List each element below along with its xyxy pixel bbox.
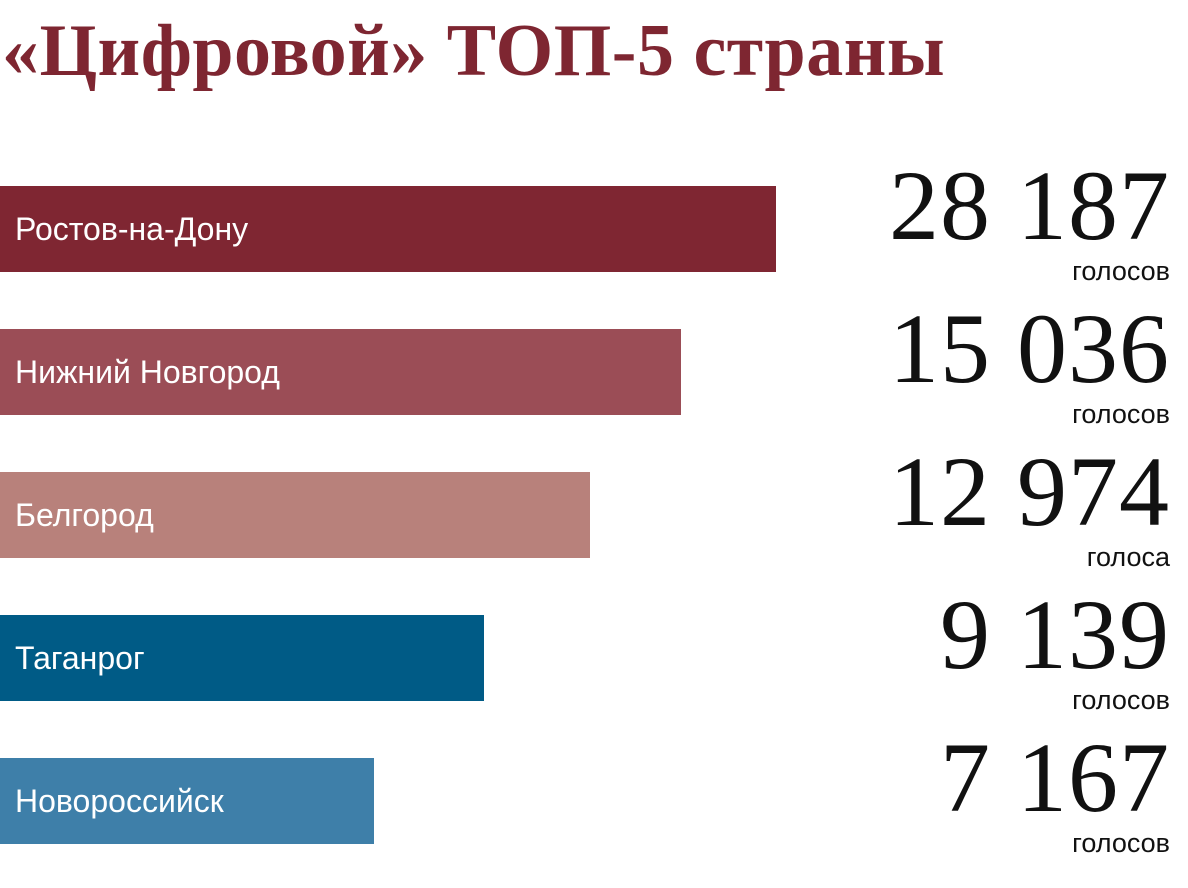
unit-label-belgorod: голоса (1086, 542, 1170, 572)
value-label-novorossiysk: 7 167 (940, 722, 1170, 833)
bar-row-rostov-na-donu: Ростов-на-Дону 28 187 голосов (0, 156, 1188, 316)
unit-label-rostov-na-donu: голосов (1072, 256, 1170, 286)
bar-row-taganrog: Таганрог 9 139 голосов (0, 585, 1188, 745)
bar-label-novorossiysk: Новороссийск (15, 783, 224, 819)
bar-nizhny-novgorod: Нижний Новгород (0, 329, 681, 415)
bar-row-belgorod: Белгород 12 974 голоса (0, 442, 1188, 602)
bar-novorossiysk: Новороссийск (0, 758, 374, 844)
chart-title: «Цифровой» ТОП-5 страны (2, 10, 946, 92)
value-label-nizhny-novgorod: 15 036 (889, 293, 1170, 404)
bar-label-taganrog: Таганрог (15, 640, 145, 676)
bar-label-belgorod: Белгород (15, 497, 154, 533)
value-label-belgorod: 12 974 (889, 436, 1170, 547)
unit-label-nizhny-novgorod: голосов (1072, 399, 1170, 429)
unit-label-novorossiysk: голосов (1072, 828, 1170, 858)
bar-rostov-na-donu: Ростов-на-Дону (0, 186, 776, 272)
value-label-taganrog: 9 139 (940, 579, 1170, 690)
bar-label-rostov-na-donu: Ростов-на-Дону (15, 211, 249, 247)
bar-taganrog: Таганрог (0, 615, 484, 701)
bar-row-novorossiysk: Новороссийск 7 167 голосов (0, 728, 1188, 888)
bar-belgorod: Белгород (0, 472, 590, 558)
unit-label-taganrog: голосов (1072, 685, 1170, 715)
bar-row-nizhny-novgorod: Нижний Новгород 15 036 голосов (0, 299, 1188, 459)
value-label-rostov-na-donu: 28 187 (889, 150, 1170, 261)
bar-label-nizhny-novgorod: Нижний Новгород (15, 354, 280, 390)
